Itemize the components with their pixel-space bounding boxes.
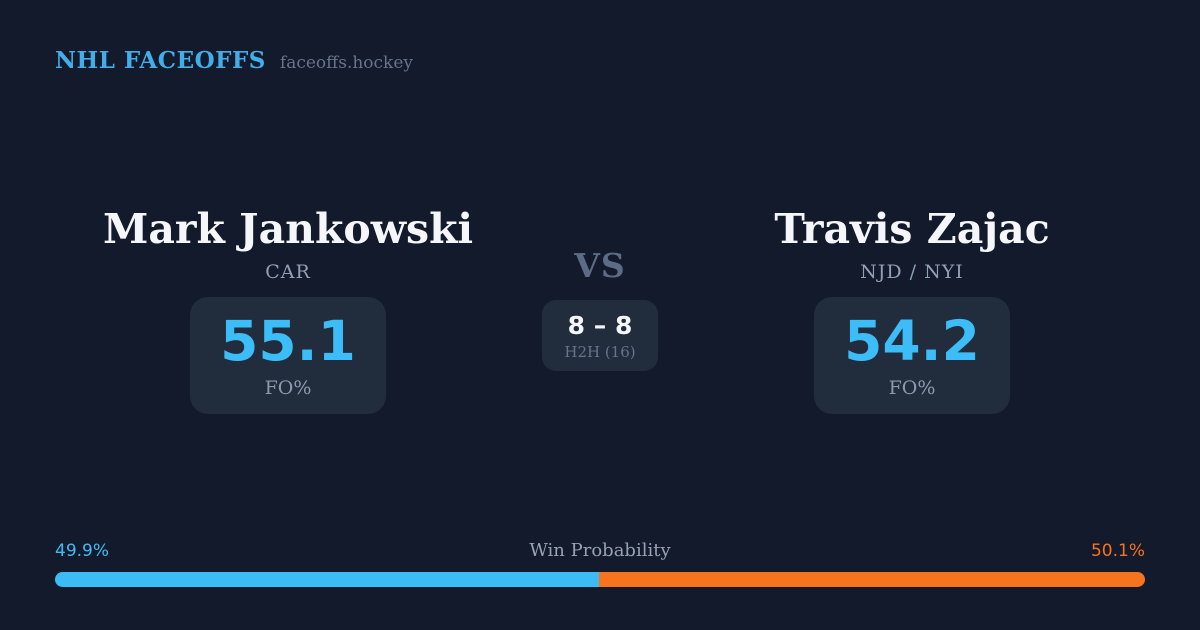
player-left-stat-label: FO%	[264, 377, 312, 400]
site-domain: faceoffs.hockey	[279, 53, 414, 73]
site-wordmark: NHL FACEOFFS	[55, 47, 266, 74]
win-probability-labels: 49.9% Win Probability 50.1%	[55, 540, 1145, 561]
player-left-name: Mark Jankowski	[102, 205, 474, 253]
player-right: Travis Zajac NJD / NYI 54.2 FO%	[702, 205, 1122, 415]
player-left-stat-card: 55.1 FO%	[190, 297, 386, 415]
player-right-name: Travis Zajac	[774, 205, 1050, 253]
player-right-faceoff-pct: 54.2	[844, 309, 980, 374]
player-right-stat-card: 54.2 FO%	[814, 297, 1010, 415]
win-probability-left-pct: 49.9%	[55, 541, 110, 561]
win-probability-title: Win Probability	[529, 540, 671, 561]
player-left-team: CAR	[265, 261, 311, 284]
win-probability-right-pct: 50.1%	[1090, 541, 1145, 561]
vs-label: VS	[574, 246, 626, 285]
win-probability-bar-left-segment	[55, 572, 599, 587]
head-to-head-card: 8 – 8 H2H (16)	[542, 300, 658, 371]
player-left-faceoff-pct: 55.1	[220, 309, 356, 374]
player-right-stat-label: FO%	[888, 377, 936, 400]
head-to-head-label: H2H (16)	[564, 342, 636, 361]
header: NHL FACEOFFS faceoffs.hockey	[55, 47, 413, 74]
win-probability-bar-right-segment	[598, 572, 1145, 587]
win-probability-section: 49.9% Win Probability 50.1%	[55, 540, 1145, 587]
player-left: Mark Jankowski CAR 55.1 FO%	[78, 205, 498, 415]
matchup-center: VS 8 – 8 H2H (16)	[510, 249, 690, 371]
win-probability-bar	[55, 572, 1145, 587]
player-right-team: NJD / NYI	[860, 261, 964, 284]
head-to-head-score: 8 – 8	[567, 311, 633, 340]
